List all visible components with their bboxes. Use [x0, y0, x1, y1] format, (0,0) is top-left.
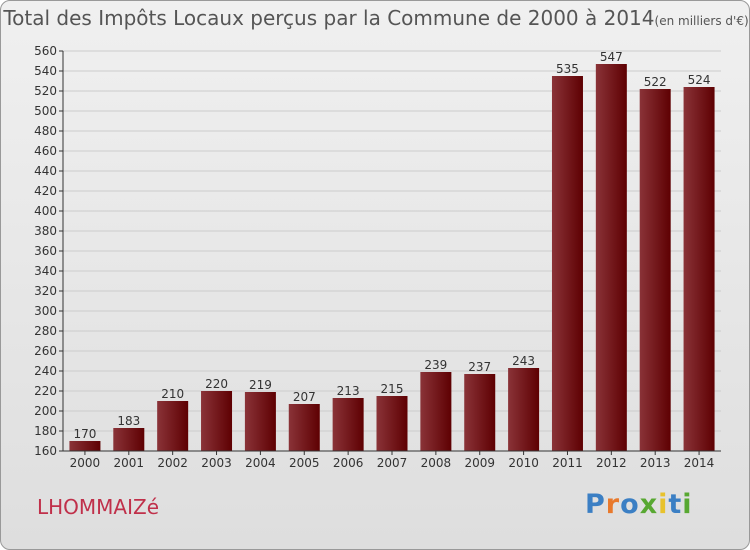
data-label-2005: 207 — [293, 390, 316, 404]
bar-2003 — [201, 391, 233, 451]
data-label-2004: 219 — [249, 378, 272, 392]
chart-title-main: Total des Impôts Locaux perçus par la Co… — [3, 6, 655, 30]
y-tick-label: 400 — [34, 204, 57, 218]
y-tick-label: 300 — [34, 304, 57, 318]
bar-2004 — [244, 392, 276, 451]
x-tick-label-2007: 2007 — [377, 456, 408, 470]
y-tick-label: 420 — [34, 184, 57, 198]
y-tick-label: 260 — [34, 344, 57, 358]
logo-letter: x — [639, 489, 659, 520]
logo-letter: i — [682, 489, 693, 520]
data-label-2007: 215 — [381, 382, 404, 396]
data-label-2014: 524 — [688, 73, 711, 87]
y-tick-label: 380 — [34, 224, 57, 238]
data-label-2009: 237 — [468, 360, 491, 374]
logo-letter: P — [585, 489, 606, 520]
y-tick-label: 520 — [34, 84, 57, 98]
y-tick-label: 200 — [34, 404, 57, 418]
y-tick-label: 280 — [34, 324, 57, 338]
x-tick-label-2000: 2000 — [70, 456, 101, 470]
y-tick-label: 220 — [34, 384, 57, 398]
x-tick-label-2002: 2002 — [157, 456, 188, 470]
x-tick-label-2010: 2010 — [508, 456, 539, 470]
y-tick-label: 160 — [34, 444, 57, 458]
y-tick-label: 560 — [34, 44, 57, 58]
bar-2010 — [508, 368, 540, 451]
data-label-2008: 239 — [424, 358, 447, 372]
y-tick-label: 180 — [34, 424, 57, 438]
x-tick-label-2012: 2012 — [596, 456, 627, 470]
y-tick-label: 240 — [34, 364, 57, 378]
y-tick-label: 480 — [34, 124, 57, 138]
x-tick-label-2011: 2011 — [552, 456, 583, 470]
commune-name: LHOMMAIZé — [37, 495, 160, 519]
data-label-2000: 170 — [73, 427, 96, 441]
bar-2007 — [376, 396, 408, 451]
logo-letter: o — [620, 489, 640, 520]
logo-letter: r — [605, 489, 621, 520]
y-tick-label: 340 — [34, 264, 57, 278]
x-tick-label-2004: 2004 — [245, 456, 276, 470]
chart-title-unit: (en milliers d'€) — [654, 14, 749, 28]
y-tick-label: 320 — [34, 284, 57, 298]
y-tick-label: 440 — [34, 164, 57, 178]
y-tick-label: 540 — [34, 64, 57, 78]
bar-2008 — [420, 372, 452, 451]
x-tick-label-2009: 2009 — [464, 456, 495, 470]
x-tick-label-2014: 2014 — [684, 456, 715, 470]
chart-title: Total des Impôts Locaux perçus par la Co… — [1, 6, 749, 30]
bar-2012 — [595, 64, 627, 451]
bar-2011 — [551, 76, 583, 451]
y-tick-label: 360 — [34, 244, 57, 258]
logo-letter: t — [668, 489, 683, 520]
proxiti-logo: Proxiti — [585, 489, 693, 520]
bar-2000 — [69, 441, 101, 451]
logo-letter: i — [658, 489, 669, 520]
bar-2001 — [113, 428, 145, 451]
data-label-2001: 183 — [117, 414, 140, 428]
x-tick-label-2013: 2013 — [640, 456, 671, 470]
data-label-2012: 547 — [600, 50, 623, 64]
bar-2005 — [288, 404, 320, 451]
bar-2006 — [332, 398, 364, 451]
y-tick-label: 500 — [34, 104, 57, 118]
x-tick-label-2006: 2006 — [333, 456, 364, 470]
bar-2009 — [464, 374, 496, 451]
data-label-2006: 213 — [337, 384, 360, 398]
bar-2002 — [157, 401, 189, 451]
x-tick-label-2003: 2003 — [201, 456, 232, 470]
data-label-2013: 522 — [644, 75, 667, 89]
data-label-2010: 243 — [512, 354, 535, 368]
y-tick-label: 460 — [34, 144, 57, 158]
data-label-2002: 210 — [161, 387, 184, 401]
x-tick-label-2001: 2001 — [114, 456, 145, 470]
bar-2014 — [683, 87, 715, 451]
x-tick-label-2008: 2008 — [421, 456, 452, 470]
bar-2013 — [639, 89, 671, 451]
data-label-2003: 220 — [205, 377, 228, 391]
data-label-2011: 535 — [556, 62, 579, 76]
x-tick-label-2005: 2005 — [289, 456, 320, 470]
